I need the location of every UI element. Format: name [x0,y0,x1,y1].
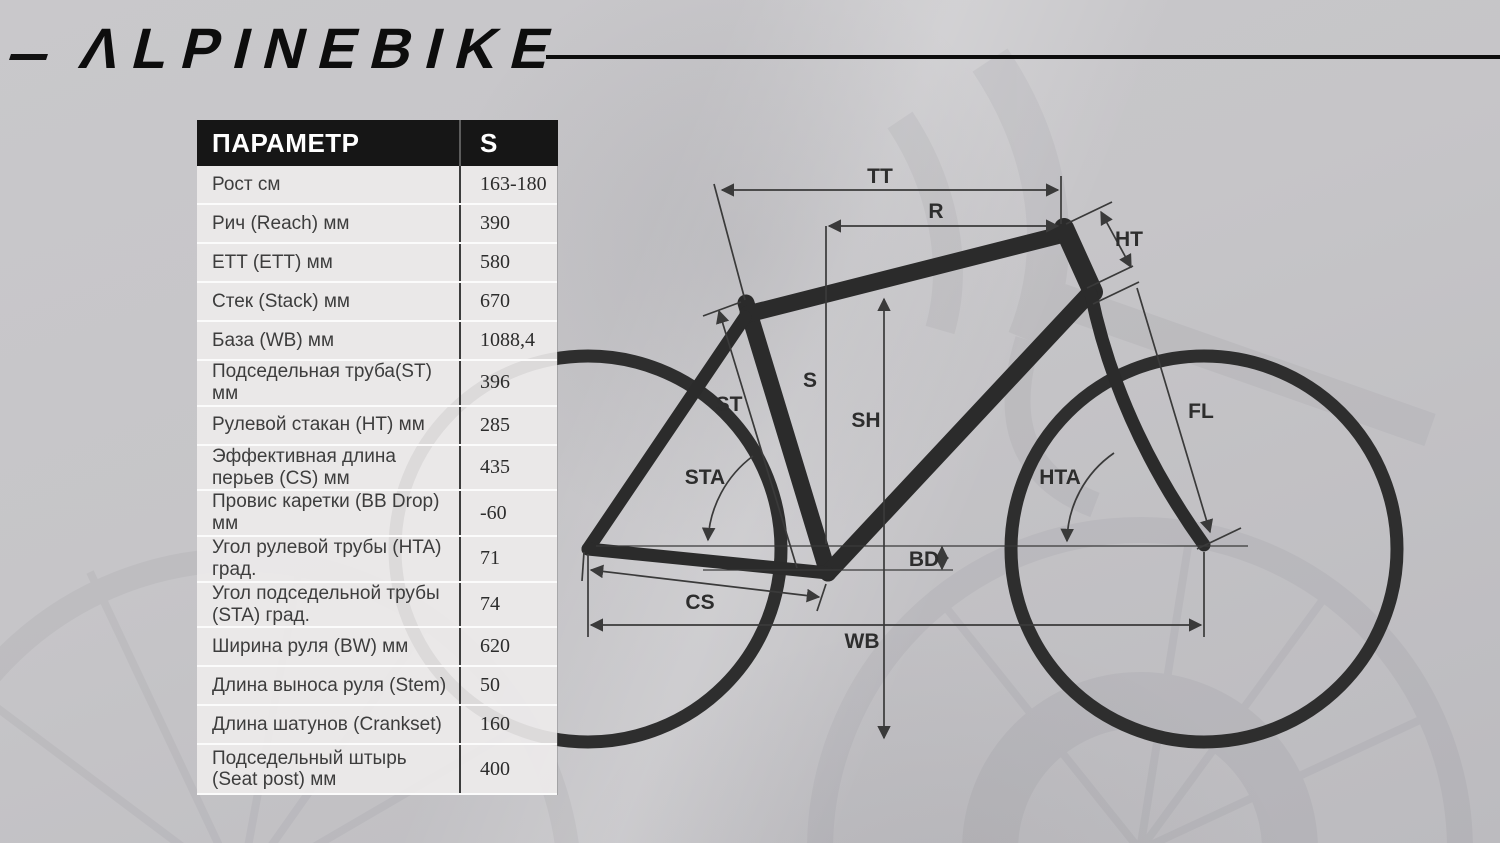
table-row: ETT (ETT) мм 580 [197,244,557,283]
table-row: Длина выноса руля (Stem) 50 [197,667,557,707]
label-r: R [928,200,943,223]
param-label: Провис каретки (BB Drop) мм [212,491,440,535]
table-row: Рич (Reach) мм 390 [197,205,557,244]
label-st: ST [716,393,743,416]
label-sta: STA [685,466,725,489]
param-label: Рулевой стакан (HT) мм [212,414,425,436]
down-tube [819,285,1098,582]
label-hta: HTA [1039,466,1081,489]
param-value: 400 [459,745,557,794]
table-row: Подседельный штырь (Seat post) мм 400 [197,745,557,796]
label-tt: TT [867,165,893,188]
param-value: 74 [459,582,557,627]
geometry-spec-table: ПАРАМЕТР S Рост см 163-180 Рич (Reach) м… [197,120,558,796]
table-body: Рост см 163-180 Рич (Reach) мм 390 ETT (… [197,166,558,796]
param-value: 163-180 [459,166,557,203]
param-value: 390 [459,205,557,242]
top-tube [739,225,1073,323]
param-value: 160 [459,706,557,744]
param-label: Стек (Stack) мм [212,290,350,312]
label-s: S [803,369,817,392]
param-value: 435 [459,445,557,490]
table-row: Подседельная труба(ST) мм 396 [197,361,557,407]
param-label: Рич (Reach) мм [212,212,350,234]
table-row: Длина шатунов (Crankset) 160 [197,706,557,746]
param-label: Рост см [212,173,281,195]
param-label: Подседельная труба(ST) мм [212,361,432,404]
header-parameter: ПАРАМЕТР [212,127,360,158]
label-bd: BD [909,548,939,571]
table-row: Угол подседельной трубы (STA) град. 74 [197,582,557,629]
param-label: Эффективная длина перьев (CS) мм [212,445,396,489]
param-value: 285 [459,406,557,444]
frame [581,218,1211,582]
param-value: 580 [459,244,557,281]
param-label: База (WB) мм [212,329,335,351]
param-value: 670 [459,283,557,320]
table-row: Провис каретки (BB Drop) мм -60 [197,491,557,538]
param-value: 396 [459,361,557,405]
param-value: -60 [459,491,557,536]
seat-stay [581,310,752,556]
param-label: Подседельный штырь (Seat post) мм [212,747,407,791]
front-wheel [1004,349,1404,749]
label-sh: SH [851,409,880,432]
seat-tube [737,294,837,582]
fork [1084,287,1211,552]
label-wb: WB [845,630,880,653]
table-row: База (WB) мм 1088,4 [197,322,557,361]
param-value: 71 [459,537,557,581]
param-label: Длина шатунов (Crankset) [212,714,442,736]
param-value: 1088,4 [459,322,557,359]
table-row: Рулевой стакан (HT) мм 285 [197,406,557,446]
dimension-labels: TT R HT S SH ST STA HTA FL BD CS WB [685,165,1214,653]
table-header: ПАРАМЕТР S [197,120,558,166]
label-ht: HT [1115,228,1143,251]
param-label: Ширина руля (BW) мм [212,636,409,658]
param-value: 50 [459,667,557,705]
table-row: Стек (Stack) мм 670 [197,283,557,322]
param-label: Угол подседельной трубы (STA) град. [212,582,440,626]
table-row: Рост см 163-180 [197,166,557,205]
dimension-lines [581,176,1248,740]
param-label: Угол рулевой трубы (HTA) град. [212,537,442,580]
param-value: 620 [459,628,557,666]
param-label: ETT (ETT) мм [212,251,333,273]
table-row: Угол рулевой трубы (HTA) град. 71 [197,537,557,583]
table-row: Ширина руля (BW) мм 620 [197,628,557,668]
label-cs: CS [685,591,714,614]
param-label: Длина выноса руля (Stem) [212,675,447,697]
logo-rule-line [546,55,1500,59]
header-size-s: S [459,120,558,166]
table-row: Эффективная длина перьев (CS) мм 435 [197,445,557,492]
head-tube [1054,218,1103,302]
label-fl: FL [1188,400,1214,423]
